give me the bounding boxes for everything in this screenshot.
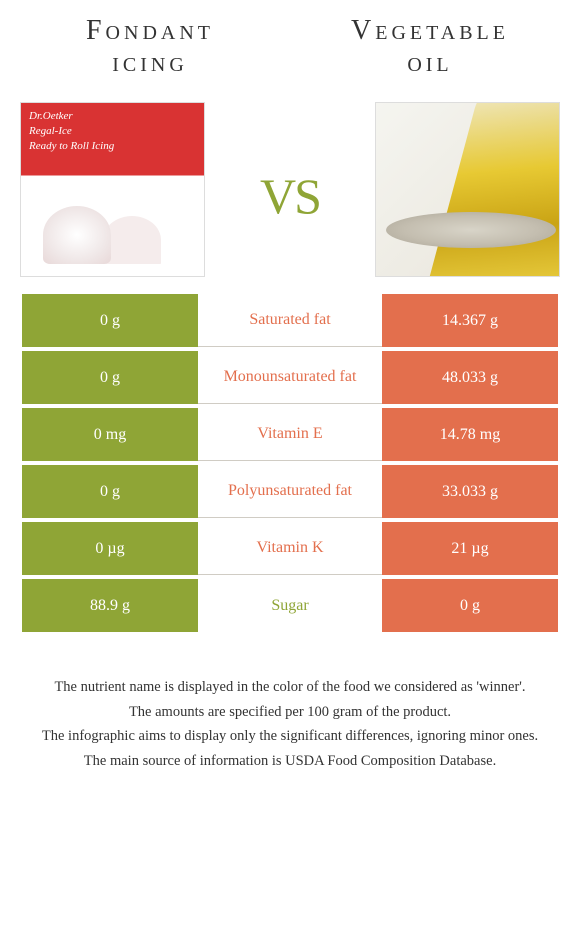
table-row: 88.9 gSugar0 g — [22, 579, 558, 632]
left-value: 0 µg — [22, 522, 198, 575]
table-row: 0 µgVitamin K21 µg — [22, 522, 558, 575]
table-row: 0 mgVitamin E14.78 mg — [22, 408, 558, 461]
left-value: 0 g — [22, 351, 198, 404]
title-right: Vegetable oil — [330, 15, 530, 79]
left-value: 0 g — [22, 294, 198, 347]
nutrient-label: Vitamin K — [198, 522, 382, 575]
table-row: 0 gMonounsaturated fat48.033 g — [22, 351, 558, 404]
table-row: 0 gPolyunsaturated fat33.033 g — [22, 465, 558, 518]
footer-line: The amounts are specified per 100 gram o… — [22, 701, 558, 723]
comparison-table: 0 gSaturated fat14.367 g0 gMonounsaturat… — [0, 294, 580, 632]
footer-line: The main source of information is USDA F… — [22, 750, 558, 772]
header: Fondant icing Vegetable oil — [0, 0, 580, 84]
footer-line: The infographic aims to display only the… — [22, 725, 558, 747]
footer-notes: The nutrient name is displayed in the co… — [0, 636, 580, 772]
nutrient-label: Vitamin E — [198, 408, 382, 461]
right-value: 48.033 g — [382, 351, 558, 404]
nutrient-label: Sugar — [198, 579, 382, 632]
right-value: 14.78 mg — [382, 408, 558, 461]
left-value: 88.9 g — [22, 579, 198, 632]
nutrient-label: Saturated fat — [198, 294, 382, 347]
vs-label: vs — [260, 148, 320, 231]
nutrient-label: Monounsaturated fat — [198, 351, 382, 404]
nutrient-label: Polyunsaturated fat — [198, 465, 382, 518]
left-value: 0 mg — [22, 408, 198, 461]
table-row: 0 gSaturated fat14.367 g — [22, 294, 558, 347]
right-value: 33.033 g — [382, 465, 558, 518]
left-value: 0 g — [22, 465, 198, 518]
title-left: Fondant icing — [50, 15, 250, 79]
right-value: 0 g — [382, 579, 558, 632]
right-value: 14.367 g — [382, 294, 558, 347]
fondant-icing-image — [20, 102, 205, 277]
footer-line: The nutrient name is displayed in the co… — [22, 676, 558, 698]
images-row: vs — [0, 84, 580, 284]
vegetable-oil-image — [375, 102, 560, 277]
right-value: 21 µg — [382, 522, 558, 575]
